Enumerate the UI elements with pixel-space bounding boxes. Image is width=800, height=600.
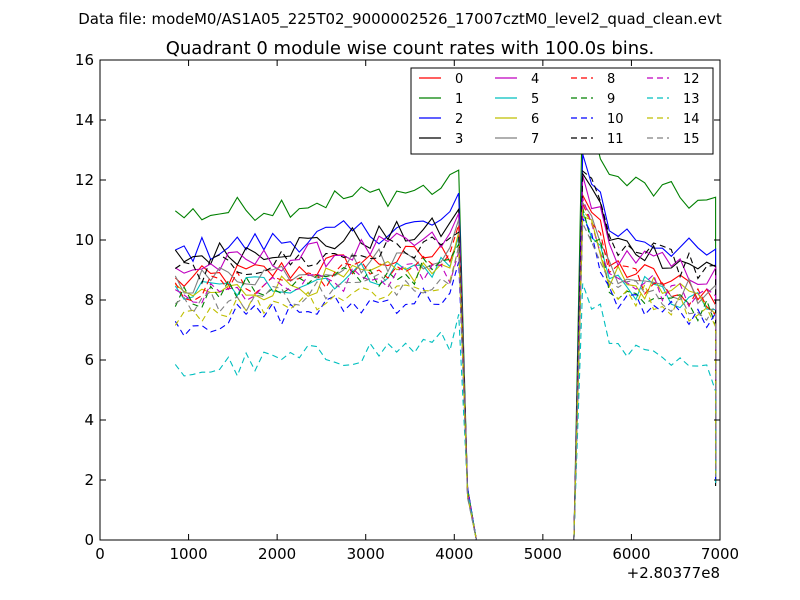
y-tick-label: 12 [75,171,94,189]
legend-label-2: 2 [455,112,463,127]
legend-label-9: 9 [607,92,615,107]
legend-label-3: 3 [455,132,463,147]
y-tick-label: 16 [75,51,94,69]
legend-label-14: 14 [683,112,700,127]
series-line-13 [174,283,717,541]
series-line-1 [174,93,717,541]
ticks-layer: 0 1000 2000 3000 4000 5000 6000 700002468101214… [75,51,739,563]
y-tick-label: 0 [84,531,94,549]
x-tick-label: 2000 [258,545,296,563]
legend-label-4: 4 [531,72,539,87]
series-line-2 [175,153,717,541]
x-tick-label: 4000 [435,545,473,563]
y-tick-label: 4 [84,411,94,429]
series-line-14 [174,208,717,541]
legend-label-0: 0 [455,72,463,87]
series-line-3 [174,171,717,541]
y-tick-label: 2 [84,471,94,489]
data-file-title: Data file: modeM0/AS1A05_225T02_90000025… [78,10,722,29]
series-line-12 [175,198,717,541]
x-tick-label: 7000 [701,545,739,563]
y-tick-label: 6 [84,351,94,369]
y-tick-label: 10 [75,231,94,249]
legend-label-13: 13 [683,92,700,107]
y-tick-label: 8 [84,291,94,309]
x-tick-label: 6000 [612,545,650,563]
series-line-0 [174,193,717,541]
series-layer [174,93,717,541]
x-tick-label: 5000 [524,545,562,563]
legend-box [410,67,714,155]
legend-label-5: 5 [531,92,539,107]
series-line-8 [174,203,717,541]
y-tick-label: 14 [75,111,94,129]
legend-label-11: 11 [607,132,624,147]
x-tick-label: 0 [95,545,105,563]
series-line-10 [174,216,717,541]
series-line-4 [175,175,717,541]
legend-label-8: 8 [607,72,615,87]
legend-label-1: 1 [455,92,463,107]
x-tick-label: 3000 [347,545,385,563]
series-line-9 [174,207,717,541]
chart-title: Quadrant 0 module wise count rates with … [166,38,655,59]
x-tick-label: 1000 [169,545,207,563]
legend-label-6: 6 [531,112,539,127]
plot-area: 0 1000 2000 3000 4000 5000 6000 700002468101214… [75,51,739,563]
legend-label-7: 7 [531,132,539,147]
legend-label-10: 10 [607,112,624,127]
series-line-15 [174,222,717,541]
series-line-11 [174,169,717,541]
legend-label-15: 15 [683,132,700,147]
legend-label-12: 12 [683,72,700,87]
x-offset-label: +2.80377e8 [627,564,720,582]
series-line-5 [174,211,717,541]
